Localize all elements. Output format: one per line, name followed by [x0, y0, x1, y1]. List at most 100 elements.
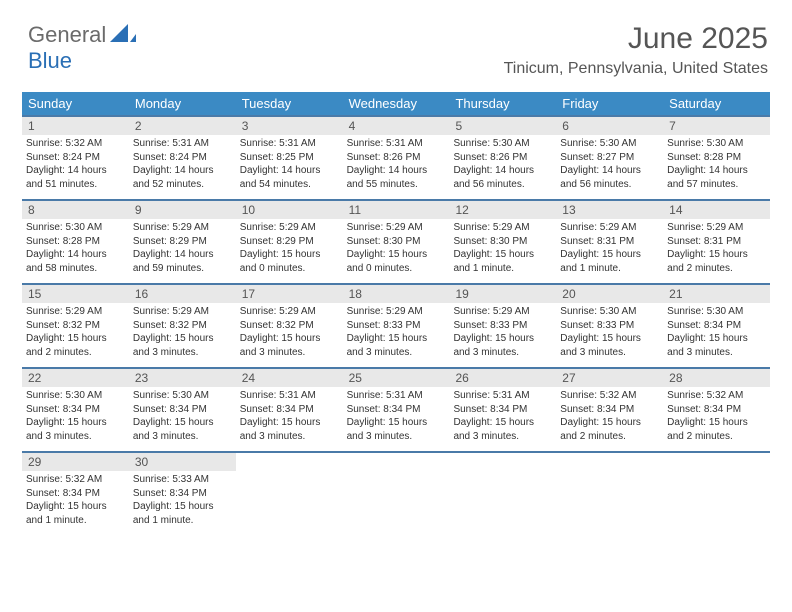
sunset-text: Sunset: 8:31 PM: [560, 235, 659, 249]
daylight-line1: Daylight: 15 hours: [453, 332, 552, 346]
daylight-line1: Daylight: 15 hours: [347, 416, 446, 430]
sunset-text: Sunset: 8:34 PM: [347, 403, 446, 417]
sunrise-text: Sunrise: 5:29 AM: [133, 221, 232, 235]
day-body: Sunrise: 5:29 AMSunset: 8:33 PMDaylight:…: [449, 303, 556, 363]
day-body: Sunrise: 5:30 AMSunset: 8:34 PMDaylight:…: [663, 303, 770, 363]
sunrise-text: Sunrise: 5:29 AM: [347, 221, 446, 235]
day-number: 24: [236, 369, 343, 387]
day-cell: 13Sunrise: 5:29 AMSunset: 8:31 PMDayligh…: [556, 201, 663, 283]
day-body: Sunrise: 5:30 AMSunset: 8:27 PMDaylight:…: [556, 135, 663, 195]
day-cell: 12Sunrise: 5:29 AMSunset: 8:30 PMDayligh…: [449, 201, 556, 283]
daylight-line2: and 1 minute.: [133, 514, 232, 528]
daylight-line2: and 56 minutes.: [560, 178, 659, 192]
daylight-line1: Daylight: 15 hours: [560, 332, 659, 346]
daylight-line2: and 3 minutes.: [560, 346, 659, 360]
day-body: Sunrise: 5:31 AMSunset: 8:34 PMDaylight:…: [449, 387, 556, 447]
daylight-line1: Daylight: 14 hours: [347, 164, 446, 178]
day-body: Sunrise: 5:29 AMSunset: 8:29 PMDaylight:…: [129, 219, 236, 279]
day-cell: 23Sunrise: 5:30 AMSunset: 8:34 PMDayligh…: [129, 369, 236, 451]
daylight-line2: and 1 minute.: [26, 514, 125, 528]
day-cell: 8Sunrise: 5:30 AMSunset: 8:28 PMDaylight…: [22, 201, 129, 283]
daylight-line2: and 2 minutes.: [560, 430, 659, 444]
day-cell: 29Sunrise: 5:32 AMSunset: 8:34 PMDayligh…: [22, 453, 129, 535]
daylight-line1: Daylight: 15 hours: [453, 248, 552, 262]
sunrise-text: Sunrise: 5:29 AM: [26, 305, 125, 319]
sunset-text: Sunset: 8:27 PM: [560, 151, 659, 165]
day-number: 12: [449, 201, 556, 219]
daylight-line1: Daylight: 15 hours: [133, 500, 232, 514]
weekday-header: Monday: [129, 92, 236, 115]
daylight-line1: Daylight: 14 hours: [453, 164, 552, 178]
sunset-text: Sunset: 8:32 PM: [240, 319, 339, 333]
day-number: 13: [556, 201, 663, 219]
sunset-text: Sunset: 8:28 PM: [667, 151, 766, 165]
daylight-line1: Daylight: 14 hours: [133, 248, 232, 262]
sunrise-text: Sunrise: 5:32 AM: [560, 389, 659, 403]
daylight-line2: and 3 minutes.: [133, 346, 232, 360]
day-number: 8: [22, 201, 129, 219]
week-row: 8 Sunrise: 5:30 AMSunset: 8:28 PM Daylight…: [22, 199, 770, 283]
day-body: Sunrise: 5:32 AMSunset: 8:34 PMDaylight:…: [22, 471, 129, 531]
daylight-line1: Daylight: 15 hours: [133, 332, 232, 346]
daylight-line2: and 3 minutes.: [347, 346, 446, 360]
day-cell: 30Sunrise: 5:33 AMSunset: 8:34 PMDayligh…: [129, 453, 236, 535]
daylight-line2: and 3 minutes.: [667, 346, 766, 360]
empty-cell: [236, 453, 343, 535]
logo: General Blue: [28, 22, 136, 74]
day-cell: 18Sunrise: 5:29 AMSunset: 8:33 PMDayligh…: [343, 285, 450, 367]
weekday-header: Tuesday: [236, 92, 343, 115]
day-cell: 14Sunrise: 5:29 AMSunset: 8:31 PMDayligh…: [663, 201, 770, 283]
sunrise-text: Sunrise: 5:32 AM: [667, 389, 766, 403]
day-cell: 9Sunrise: 5:29 AMSunset: 8:29 PMDaylight…: [129, 201, 236, 283]
daylight-line1: Daylight: 15 hours: [667, 248, 766, 262]
daylight-line1: Daylight: 14 hours: [26, 164, 125, 178]
daylight-line1: Daylight: 15 hours: [667, 332, 766, 346]
daylight-line1: Daylight: 15 hours: [26, 500, 125, 514]
sunrise-text: Sunrise: 5:31 AM: [347, 389, 446, 403]
weekday-header: Saturday: [663, 92, 770, 115]
daylight-line2: and 2 minutes.: [667, 262, 766, 276]
day-number: 21: [663, 285, 770, 303]
sunrise-text: Sunrise: 5:31 AM: [240, 137, 339, 151]
day-number: 22: [22, 369, 129, 387]
weekday-header: Friday: [556, 92, 663, 115]
day-cell: 2Sunrise: 5:31 AMSunset: 8:24 PMDaylight…: [129, 117, 236, 199]
day-cell: 4Sunrise: 5:31 AMSunset: 8:26 PMDaylight…: [343, 117, 450, 199]
day-body: Sunrise: 5:29 AMSunset: 8:30 PMDaylight:…: [449, 219, 556, 279]
day-cell: 6Sunrise: 5:30 AMSunset: 8:27 PMDaylight…: [556, 117, 663, 199]
daylight-line1: Daylight: 15 hours: [240, 332, 339, 346]
day-cell: 22Sunrise: 5:30 AMSunset: 8:34 PMDayligh…: [22, 369, 129, 451]
daylight-line1: Daylight: 15 hours: [453, 416, 552, 430]
daylight-line1: Daylight: 15 hours: [133, 416, 232, 430]
day-number: 15: [22, 285, 129, 303]
day-body: Sunrise: 5:30 AMSunset: 8:26 PMDaylight:…: [449, 135, 556, 195]
daylight-line2: and 57 minutes.: [667, 178, 766, 192]
sunrise-text: Sunrise: 5:29 AM: [347, 305, 446, 319]
sunrise-text: Sunrise: 5:29 AM: [453, 305, 552, 319]
day-number: 19: [449, 285, 556, 303]
daylight-line2: and 3 minutes.: [453, 346, 552, 360]
sunset-text: Sunset: 8:30 PM: [347, 235, 446, 249]
empty-cell: [556, 453, 663, 535]
empty-cell: [449, 453, 556, 535]
day-cell: 17Sunrise: 5:29 AMSunset: 8:32 PMDayligh…: [236, 285, 343, 367]
location-subtitle: Tinicum, Pennsylvania, United States: [504, 60, 768, 78]
day-number: 4: [343, 117, 450, 135]
day-cell: 15Sunrise: 5:29 AMSunset: 8:32 PMDayligh…: [22, 285, 129, 367]
sunset-text: Sunset: 8:31 PM: [667, 235, 766, 249]
week-row: 15Sunrise: 5:29 AMSunset: 8:32 PMDayligh…: [22, 283, 770, 367]
page-title: June 2025: [628, 22, 768, 56]
logo-text-part2: Blue: [28, 48, 72, 73]
daylight-line1: Daylight: 14 hours: [133, 164, 232, 178]
sunset-text: Sunset: 8:29 PM: [133, 235, 232, 249]
daylight-line2: and 55 minutes.: [347, 178, 446, 192]
day-number: 5: [449, 117, 556, 135]
sunset-text: Sunset: 8:34 PM: [667, 319, 766, 333]
sunset-text: Sunset: 8:28 PM: [26, 235, 125, 249]
daylight-line2: and 3 minutes.: [26, 430, 125, 444]
day-cell: 20Sunrise: 5:30 AMSunset: 8:33 PMDayligh…: [556, 285, 663, 367]
daylight-line2: and 51 minutes.: [26, 178, 125, 192]
sunrise-text: Sunrise: 5:30 AM: [26, 221, 125, 235]
daylight-line2: and 1 minute.: [453, 262, 552, 276]
day-body: Sunrise: 5:30 AMSunset: 8:34 PMDaylight:…: [129, 387, 236, 447]
